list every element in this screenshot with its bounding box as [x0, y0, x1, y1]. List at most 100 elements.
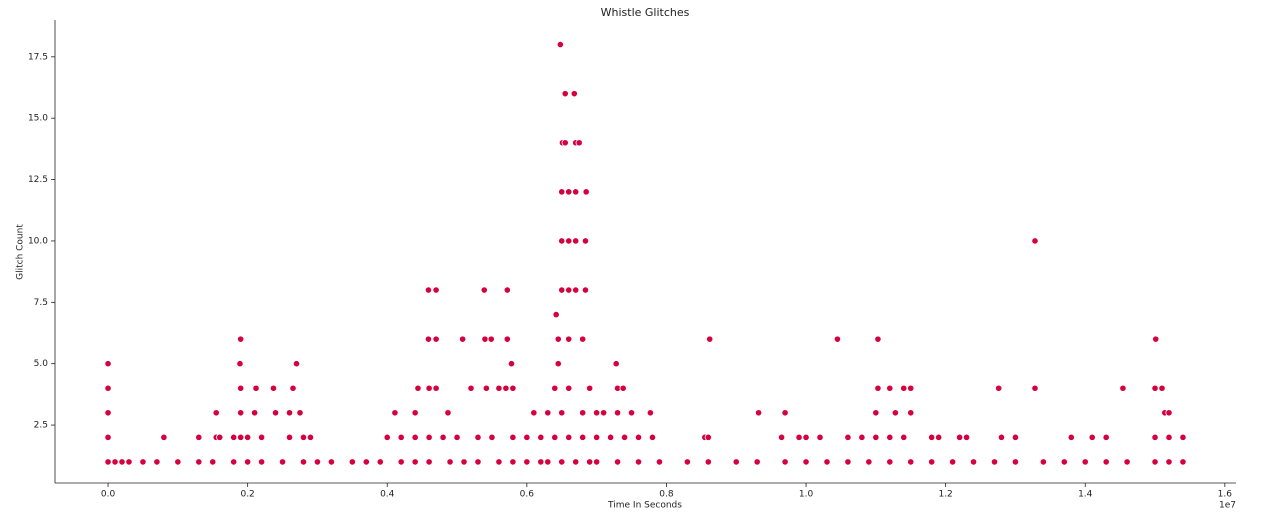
point: [271, 409, 280, 417]
point: [619, 384, 627, 392]
point: [969, 458, 978, 466]
point: [537, 433, 545, 441]
point: [554, 360, 562, 368]
point: [565, 188, 573, 196]
point: [613, 409, 622, 417]
point: [778, 433, 786, 441]
point: [482, 384, 490, 392]
point: [397, 458, 405, 466]
point: [296, 409, 304, 417]
y-tick-label: 10.0: [28, 236, 48, 246]
point: [754, 409, 763, 417]
point: [551, 433, 559, 441]
x-offset-label: 1e7: [1219, 501, 1236, 511]
point: [1152, 335, 1160, 343]
point: [579, 409, 587, 417]
point: [467, 384, 475, 392]
point: [397, 433, 405, 441]
point: [230, 458, 238, 466]
x-tick-label: 0.6: [520, 490, 535, 500]
y-tick-label: 12.5: [28, 175, 48, 185]
point: [111, 458, 119, 466]
point: [432, 384, 440, 392]
point: [907, 458, 915, 466]
point: [683, 458, 691, 466]
point: [424, 286, 433, 294]
point: [907, 384, 915, 392]
point: [195, 433, 203, 441]
point: [252, 384, 260, 392]
point: [244, 433, 252, 441]
point: [425, 433, 433, 441]
point: [558, 188, 566, 196]
point: [411, 433, 419, 441]
point: [732, 458, 740, 466]
chart-title: Whistle Glitches: [601, 6, 690, 19]
point: [487, 335, 495, 343]
point: [411, 409, 419, 417]
point: [1011, 433, 1020, 441]
point: [432, 286, 440, 294]
point: [460, 458, 468, 466]
point: [1151, 384, 1159, 392]
point: [509, 433, 517, 441]
point: [900, 384, 908, 392]
point: [391, 409, 399, 417]
point: [558, 286, 566, 294]
point: [327, 458, 336, 466]
x-tick-label: 1.2: [938, 490, 952, 500]
point: [237, 433, 245, 441]
point: [613, 458, 622, 466]
point: [306, 433, 315, 441]
point: [278, 458, 287, 466]
point: [997, 433, 1006, 441]
point: [104, 458, 112, 466]
point: [523, 458, 531, 466]
point: [160, 433, 168, 441]
point: [935, 433, 943, 441]
point: [530, 409, 538, 417]
x-axis-label: Time In Seconds: [607, 501, 682, 511]
x-tick-label: 1.4: [1078, 490, 1093, 500]
point: [565, 286, 573, 294]
x-tick-label: 1.0: [799, 490, 814, 500]
point: [269, 384, 278, 392]
point: [104, 360, 112, 368]
point: [509, 458, 517, 466]
x-tick-label: 0.0: [101, 490, 116, 500]
point: [886, 458, 894, 466]
point: [237, 384, 245, 392]
point: [593, 458, 601, 466]
point: [503, 286, 511, 294]
point: [495, 384, 503, 392]
point: [195, 458, 203, 466]
point: [648, 433, 657, 441]
point: [383, 433, 391, 441]
point: [572, 458, 580, 466]
y-tick-label: 15.0: [28, 114, 48, 124]
point: [299, 458, 308, 466]
point: [907, 409, 915, 417]
point: [795, 433, 803, 441]
point: [230, 433, 238, 441]
point: [480, 286, 488, 294]
point: [537, 458, 545, 466]
point: [212, 409, 220, 417]
point: [581, 286, 590, 294]
point: [503, 335, 511, 343]
point: [509, 384, 517, 392]
point: [554, 335, 562, 343]
point: [1158, 384, 1166, 392]
point: [544, 409, 552, 417]
point: [258, 433, 266, 441]
point: [565, 335, 573, 343]
point: [607, 433, 615, 441]
point: [858, 433, 866, 441]
point: [579, 335, 587, 343]
point: [376, 458, 384, 466]
point: [209, 458, 217, 466]
point: [955, 433, 964, 441]
point: [348, 458, 356, 466]
point: [104, 384, 112, 392]
